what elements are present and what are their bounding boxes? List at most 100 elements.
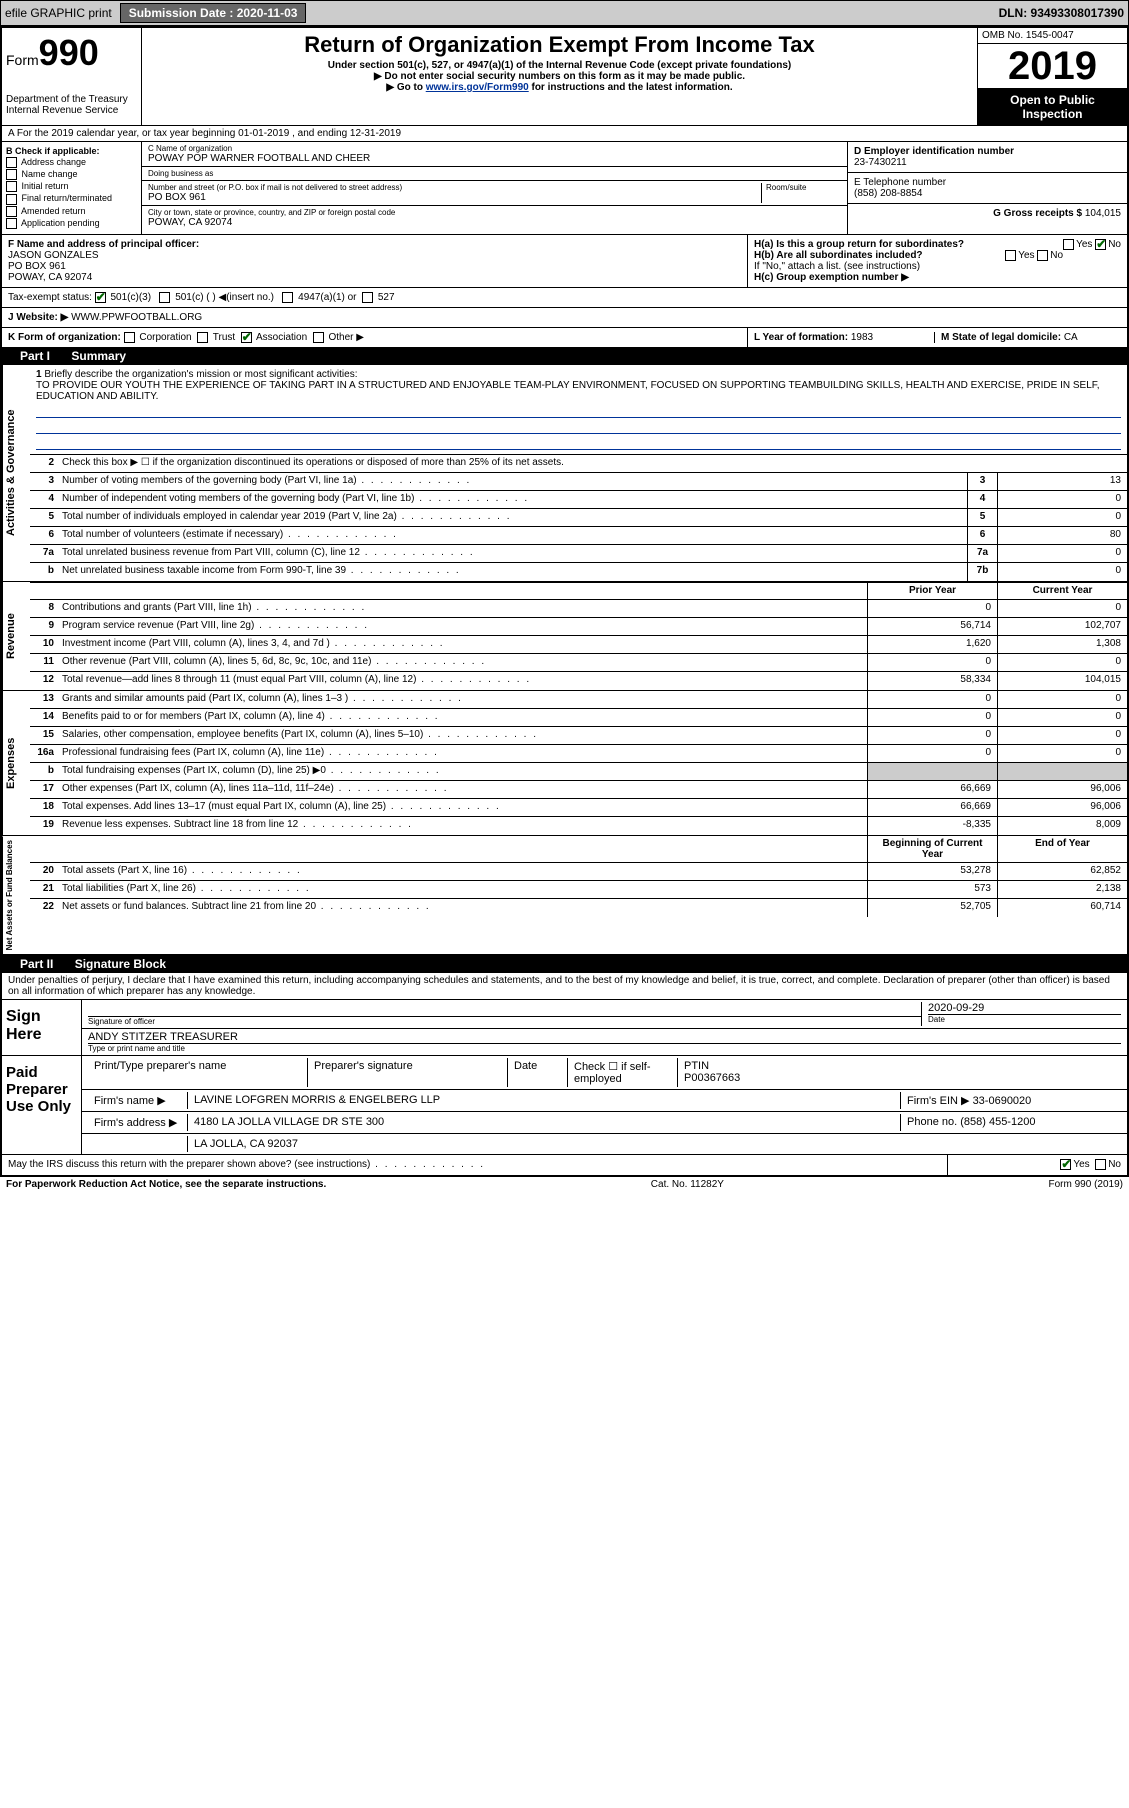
- check-initial-return[interactable]: Initial return: [6, 181, 137, 192]
- mission-block: 1 Briefly describe the organization's mi…: [30, 365, 1127, 455]
- m-value: CA: [1064, 332, 1078, 343]
- tel-value: (858) 208-8854: [854, 188, 1121, 199]
- preparer-label: Paid Preparer Use Only: [2, 1056, 82, 1154]
- dba-label: Doing business as: [148, 169, 841, 178]
- part1-header: Part I Summary: [2, 347, 1127, 365]
- table-row: 20 Total assets (Part X, line 16) 53,278…: [30, 863, 1127, 881]
- k-label: K Form of organization:: [8, 332, 121, 343]
- sign-here-label: Sign Here: [2, 1000, 82, 1055]
- table-row: 6 Total number of volunteers (estimate i…: [30, 527, 1127, 545]
- efile-label: efile GRAPHIC print: [5, 6, 112, 20]
- officer-label: F Name and address of principal officer:: [8, 239, 199, 250]
- ha-no[interactable]: [1095, 239, 1106, 250]
- firm-addr-lbl: Firm's address ▶: [88, 1114, 188, 1131]
- table-row: 19 Revenue less expenses. Subtract line …: [30, 817, 1127, 835]
- org-name-label: C Name of organization: [148, 144, 841, 153]
- part1-tag: Part I: [10, 348, 60, 364]
- discuss-question: May the IRS discuss this return with the…: [2, 1155, 947, 1174]
- ha-yes[interactable]: [1063, 239, 1074, 250]
- instructions-link[interactable]: www.irs.gov/Form990: [426, 82, 529, 93]
- submission-date-btn[interactable]: Submission Date : 2020-11-03: [120, 3, 307, 23]
- table-row: 21 Total liabilities (Part X, line 26) 5…: [30, 881, 1127, 899]
- firm-ein-val: 33-0690020: [973, 1095, 1032, 1107]
- sign-here-row: Sign Here Signature of officer 2020-09-2…: [2, 1000, 1127, 1056]
- check-final-return[interactable]: Final return/terminated: [6, 193, 137, 204]
- side-netassets: Net Assets or Fund Balances: [2, 836, 30, 954]
- check-amended[interactable]: Amended return: [6, 206, 137, 217]
- chk-trust[interactable]: [197, 332, 208, 343]
- table-row: 14 Benefits paid to or for members (Part…: [30, 709, 1127, 727]
- section-expenses: Expenses 13 Grants and similar amounts p…: [2, 691, 1127, 836]
- section-governance: Activities & Governance 1 Briefly descri…: [2, 365, 1127, 582]
- preparer-row: Paid Preparer Use Only Print/Type prepar…: [2, 1056, 1127, 1155]
- chk-corp[interactable]: [124, 332, 135, 343]
- subtitle-1: Under section 501(c), 527, or 4947(a)(1)…: [150, 60, 969, 71]
- ptin-val: P00367663: [684, 1072, 740, 1084]
- sig-date: 2020-09-29: [928, 1002, 1121, 1014]
- footer-pra: For Paperwork Reduction Act Notice, see …: [6, 1179, 326, 1190]
- table-row: 9 Program service revenue (Part VIII, li…: [30, 618, 1127, 636]
- ha-label: H(a) Is this a group return for subordin…: [754, 239, 964, 250]
- website-label: J Website: ▶: [8, 312, 68, 323]
- firm-city: LA JOLLA, CA 92037: [188, 1136, 1121, 1152]
- check-app-pending[interactable]: Application pending: [6, 218, 137, 229]
- sig-name-label: Type or print name and title: [88, 1043, 1121, 1053]
- firm-phone-lbl: Phone no.: [907, 1116, 957, 1128]
- chk-501c[interactable]: [159, 292, 170, 303]
- gross-label: G Gross receipts $: [993, 208, 1082, 219]
- header-mid: Return of Organization Exempt From Incom…: [142, 28, 977, 125]
- officer-addr1: PO BOX 961: [8, 261, 66, 272]
- table-row: 10 Investment income (Part VIII, column …: [30, 636, 1127, 654]
- discuss-yes[interactable]: [1060, 1159, 1071, 1170]
- firm-name-val: LAVINE LOFGREN MORRIS & ENGELBERG LLP: [188, 1092, 901, 1109]
- form-990: Form990 Department of the Treasury Inter…: [0, 26, 1129, 1177]
- hb-yes[interactable]: [1005, 250, 1016, 261]
- part2-header: Part II Signature Block: [2, 955, 1127, 973]
- ein-label: D Employer identification number: [854, 146, 1121, 157]
- hb-no[interactable]: [1037, 250, 1048, 261]
- table-row: 15 Salaries, other compensation, employe…: [30, 727, 1127, 745]
- discuss-no[interactable]: [1095, 1159, 1106, 1170]
- form-number: 990: [39, 32, 99, 73]
- header-right: OMB No. 1545-0047 2019 Open to Public In…: [977, 28, 1127, 125]
- check-name-change[interactable]: Name change: [6, 169, 137, 180]
- prep-sig-lbl: Preparer's signature: [308, 1058, 508, 1087]
- tax-status-label: Tax-exempt status:: [8, 292, 92, 303]
- line-a: A For the 2019 calendar year, or tax yea…: [2, 126, 1127, 142]
- subtitle-3b: for instructions and the latest informat…: [529, 82, 733, 93]
- addr-value: PO BOX 961: [148, 192, 761, 203]
- prep-self-lbl: Check ☐ if self-employed: [568, 1058, 678, 1087]
- sig-officer-label: Signature of officer: [88, 1016, 921, 1026]
- chk-assoc[interactable]: [241, 332, 252, 343]
- form-header: Form990 Department of the Treasury Inter…: [2, 28, 1127, 126]
- tel-label: E Telephone number: [854, 177, 1121, 188]
- footer-catno: Cat. No. 11282Y: [651, 1179, 724, 1190]
- col-b: B Check if applicable: Address change Na…: [2, 142, 142, 234]
- table-row: 7a Total unrelated business revenue from…: [30, 545, 1127, 563]
- subtitle-3a: ▶ Go to: [386, 82, 425, 93]
- sig-date-label: Date: [928, 1014, 1121, 1024]
- block-bcde: B Check if applicable: Address change Na…: [2, 142, 1127, 235]
- page-footer: For Paperwork Reduction Act Notice, see …: [0, 1177, 1129, 1192]
- hdr-prior: Prior Year: [867, 583, 997, 599]
- table-row: 17 Other expenses (Part IX, column (A), …: [30, 781, 1127, 799]
- addr-label: Number and street (or P.O. box if mail i…: [148, 183, 761, 192]
- section-revenue: Revenue Prior Year Current Year 8 Contri…: [2, 582, 1127, 691]
- prep-name-lbl: Print/Type preparer's name: [88, 1058, 308, 1087]
- dln-label: DLN: 93493308017390: [999, 6, 1124, 20]
- omb-number: OMB No. 1545-0047: [978, 28, 1127, 44]
- row-fh: F Name and address of principal officer:…: [2, 235, 1127, 288]
- org-name: POWAY POP WARNER FOOTBALL AND CHEER: [148, 153, 841, 164]
- hb-note: If "No," attach a list. (see instruction…: [754, 261, 1121, 272]
- chk-527[interactable]: [362, 292, 373, 303]
- line2: Check this box ▶ ☐ if the organization d…: [58, 455, 1127, 472]
- dept-label: Department of the Treasury: [6, 94, 137, 105]
- table-row: b Total fundraising expenses (Part IX, c…: [30, 763, 1127, 781]
- table-row: 8 Contributions and grants (Part VIII, l…: [30, 600, 1127, 618]
- check-address-change[interactable]: Address change: [6, 157, 137, 168]
- chk-other[interactable]: [313, 332, 324, 343]
- chk-501c3[interactable]: [95, 292, 106, 303]
- officer-name: JASON GONZALES: [8, 250, 99, 261]
- officer-addr2: POWAY, CA 92074: [8, 272, 92, 283]
- chk-4947[interactable]: [282, 292, 293, 303]
